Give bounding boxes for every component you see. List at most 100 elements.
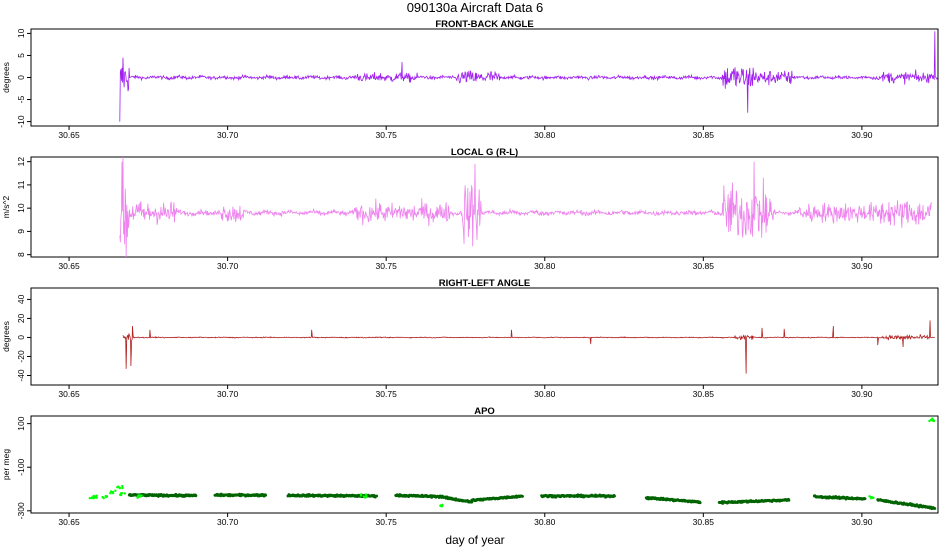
- y-tick-label: 0: [16, 75, 26, 80]
- data-point: [93, 495, 97, 498]
- y-tick-label: 10: [16, 28, 26, 38]
- data-series-line: [119, 31, 938, 122]
- x-tick-label: 30.75: [376, 130, 398, 140]
- data-point: [104, 494, 108, 498]
- y-axis-label: degrees: [1, 62, 11, 93]
- x-tick-label: 30.90: [851, 517, 873, 527]
- x-tick-label: 30.70: [217, 389, 239, 399]
- data-point: [375, 494, 379, 498]
- y-tick-label: 8: [16, 252, 26, 257]
- data-point: [870, 495, 873, 499]
- y-tick-label: 12: [16, 157, 26, 167]
- y-axis-label: per meg: [1, 449, 11, 480]
- data-point: [613, 494, 616, 498]
- data-point: [121, 484, 124, 488]
- chart-panel-4: APO per meg 30.65 30.70 30.75 30.80 30.85 30.90…: [1, 406, 939, 527]
- x-tick-label: 30.70: [217, 130, 239, 140]
- plot-area: [119, 31, 938, 122]
- x-tick-label: 30.65: [58, 261, 80, 271]
- x-tick-label: 30.90: [851, 130, 873, 140]
- x-tick-label: 30.75: [376, 261, 398, 271]
- x-tick-label: 30.85: [693, 517, 715, 527]
- figure-title: 090130a Aircraft Data 6: [407, 0, 544, 15]
- plot-area: [122, 320, 935, 374]
- x-tick-label: 30.85: [693, 261, 715, 271]
- x-tick-label: 30.70: [217, 261, 239, 271]
- chart-panel-1: FRONT-BACK ANGLE degrees 30.65 30.70 30.75 30…: [1, 19, 939, 140]
- data-point: [118, 486, 122, 490]
- panel-title: RIGHT-LEFT ANGLE: [439, 278, 530, 289]
- x-tick-label: 30.65: [58, 517, 80, 527]
- y-tick-label: 9: [16, 229, 26, 234]
- chart-panel-3: RIGHT-LEFT ANGLE degrees 30.65 30.70 30.75 30…: [1, 278, 939, 399]
- data-point: [194, 494, 198, 498]
- x-tick-label: 30.70: [217, 517, 239, 527]
- data-point: [359, 494, 363, 497]
- y-tick-label: -5: [16, 95, 26, 103]
- data-point: [136, 494, 140, 498]
- y-tick-label: 0: [16, 335, 26, 340]
- data-point: [929, 418, 933, 422]
- y-tick-label: -100: [16, 458, 26, 475]
- data-series-line: [119, 157, 933, 257]
- data-point: [932, 419, 936, 423]
- plot-area: [119, 157, 933, 257]
- plot-area: [88, 417, 937, 510]
- chart-panels: FRONT-BACK ANGLE degrees 30.65 30.70 30.75 30…: [1, 19, 939, 527]
- x-tick-label: 30.85: [693, 130, 715, 140]
- data-point: [698, 501, 702, 505]
- data-point: [863, 497, 867, 500]
- data-point: [440, 505, 443, 508]
- x-tick-label: 30.90: [851, 389, 873, 399]
- x-tick-label: 30.65: [58, 389, 80, 399]
- data-point: [90, 496, 93, 500]
- y-tick-label: 20: [16, 313, 26, 323]
- data-point: [365, 495, 368, 498]
- y-axis-label: degrees: [1, 321, 11, 352]
- y-tick-label: -20: [16, 350, 26, 363]
- x-axis-label: day of year: [445, 533, 504, 547]
- y-tick-label: 10: [16, 203, 26, 213]
- plot-frame: [30, 287, 939, 386]
- data-point: [119, 493, 123, 497]
- data-point: [123, 492, 127, 495]
- x-tick-label: 30.80: [534, 389, 556, 399]
- y-tick-label: -40: [16, 369, 26, 382]
- y-tick-label: 5: [16, 53, 26, 58]
- data-point: [120, 491, 124, 495]
- data-series-line: [122, 320, 935, 374]
- chart-panel-2: LOCAL G (R-L) m/s^2 30.65 30.70 30.75 30.80 30…: [1, 147, 939, 271]
- y-axis-label: m/s^2: [1, 196, 11, 219]
- data-point: [264, 493, 268, 497]
- plot-frame: [30, 415, 939, 514]
- data-point: [121, 486, 124, 490]
- panel-title: APO: [474, 406, 495, 417]
- data-point: [88, 496, 92, 500]
- panel-title: LOCAL G (R-L): [451, 147, 518, 158]
- data-point: [364, 493, 368, 496]
- x-tick-label: 30.85: [693, 389, 715, 399]
- data-point: [111, 491, 115, 494]
- panel-title: FRONT-BACK ANGLE: [435, 19, 533, 30]
- data-point: [140, 494, 143, 497]
- data-point: [933, 507, 937, 510]
- data-point: [787, 498, 791, 502]
- y-tick-label: 40: [16, 294, 26, 304]
- x-tick-label: 30.80: [534, 517, 556, 527]
- x-tick-label: 30.65: [58, 130, 80, 140]
- y-tick-label: 11: [16, 180, 26, 189]
- y-tick-label: 100: [16, 416, 26, 430]
- y-tick-label: -300: [16, 502, 26, 519]
- x-tick-label: 30.80: [534, 130, 556, 140]
- plot-frame: [30, 156, 939, 258]
- data-point: [521, 495, 524, 498]
- data-point: [101, 495, 104, 499]
- data-point: [114, 489, 117, 492]
- data-point: [116, 486, 119, 489]
- x-tick-label: 30.90: [851, 261, 873, 271]
- x-tick-label: 30.75: [376, 389, 398, 399]
- x-tick-label: 30.80: [534, 261, 556, 271]
- y-tick-label: -10: [16, 115, 26, 128]
